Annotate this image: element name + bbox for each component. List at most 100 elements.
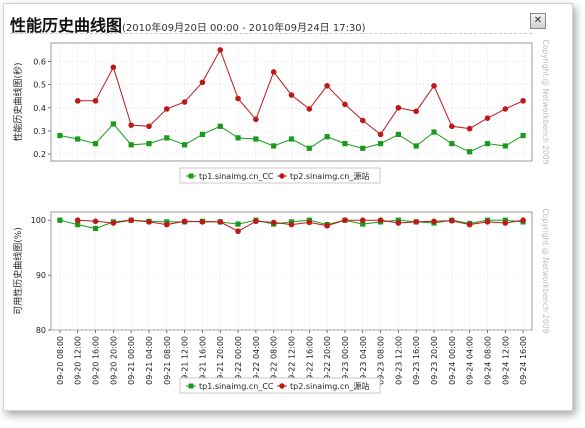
legend-marker: [188, 173, 194, 179]
data-point: [57, 217, 63, 223]
x-tick-label: 09-20 12:00: [74, 336, 83, 385]
x-tick-label: 09-24 12:00: [501, 336, 510, 385]
x-tick-label: 09-21 12:00: [181, 336, 190, 385]
data-point: [128, 122, 134, 128]
data-point: [253, 116, 259, 123]
y-tick-label: 0.4: [33, 104, 46, 113]
data-point: [413, 108, 420, 115]
data-point: [92, 218, 99, 225]
data-point: [413, 143, 419, 149]
data-point: [92, 141, 99, 147]
y-axis-label: 可用性历史曲线图(%): [12, 227, 24, 315]
data-point: [163, 106, 170, 112]
data-point: [163, 221, 170, 228]
data-point: [324, 222, 330, 229]
data-point: [360, 145, 366, 151]
x-tick-label: 09-23 04:00: [359, 336, 368, 385]
x-tick-label: 09-22 04:00: [252, 336, 261, 385]
data-point: [181, 218, 188, 225]
x-tick-label: 09-21 00:00: [127, 336, 136, 385]
data-point: [306, 145, 312, 151]
data-point: [360, 221, 366, 227]
data-point: [217, 47, 224, 53]
data-point: [484, 219, 491, 225]
time-range: (2010年09月20日 00:00 - 2010年09月24日 17:30): [122, 23, 366, 34]
x-tick-label: 09-21 20:00: [216, 336, 225, 385]
x-tick-label: 09-22 20:00: [323, 336, 332, 385]
legend-label: tp2.sinaimg.cn_源站: [290, 171, 369, 181]
data-point: [146, 219, 152, 225]
data-point: [110, 121, 116, 127]
legend-label: tp1.sinaimg.cn_CC: [199, 382, 274, 391]
data-point: [199, 79, 206, 86]
legend-label: tp1.sinaimg.cn_CC: [199, 172, 274, 181]
data-point: [270, 69, 277, 75]
legend-label: tp2.sinaimg.cn_源站: [290, 381, 369, 391]
x-tick-label: 09-20 16:00: [92, 336, 101, 385]
data-point: [217, 219, 224, 225]
data-point: [74, 217, 81, 224]
x-tick-label: 09-21 08:00: [163, 336, 172, 385]
data-point: [92, 98, 99, 104]
x-tick-label: 09-20 20:00: [109, 336, 118, 385]
data-point: [359, 217, 366, 224]
data-point: [181, 99, 188, 105]
data-point: [395, 104, 402, 111]
data-point: [395, 220, 402, 226]
data-point: [520, 132, 526, 139]
data-point: [128, 142, 134, 148]
data-point: [502, 143, 508, 149]
x-tick-label: 09-22 00:00: [234, 336, 243, 385]
data-point: [164, 135, 170, 141]
series-line: [77, 48, 524, 136]
data-point: [306, 219, 313, 226]
data-point: [306, 106, 313, 112]
data-point: [75, 136, 81, 142]
data-point: [449, 217, 455, 224]
data-point: [199, 219, 206, 225]
y-tick-label: 90: [36, 271, 46, 280]
data-point: [235, 135, 241, 141]
data-point: [253, 218, 259, 225]
data-point: [288, 136, 295, 142]
data-point: [342, 217, 348, 224]
data-point: [342, 141, 348, 147]
data-point: [520, 98, 526, 104]
data-point: [449, 141, 455, 147]
data-point: [110, 220, 117, 226]
y-tick-label: 80: [36, 326, 46, 335]
legend-marker: [279, 383, 285, 389]
data-point: [431, 129, 437, 135]
close-button[interactable]: ✕: [530, 13, 546, 29]
data-point: [413, 219, 420, 225]
data-point: [74, 98, 81, 104]
data-point: [377, 131, 384, 138]
x-tick-label: 09-22 12:00: [288, 336, 297, 385]
y-axis-label: 性能历史曲线图(秒): [12, 62, 24, 141]
data-point: [466, 221, 473, 228]
data-point: [377, 141, 384, 147]
data-point: [377, 217, 384, 224]
data-point: [359, 117, 366, 124]
x-tick-label: 09-24 04:00: [466, 336, 475, 385]
data-point: [235, 95, 241, 102]
x-tick-label: 09-22 16:00: [305, 336, 314, 385]
legend-marker: [188, 383, 194, 389]
series-line: [77, 219, 524, 232]
data-point: [110, 64, 117, 71]
y-tick-label: 0.2: [33, 150, 46, 159]
x-tick-label: 09-22 08:00: [270, 336, 279, 385]
data-point: [502, 220, 509, 226]
data-point: [270, 219, 277, 226]
data-point: [395, 131, 401, 137]
data-point: [342, 101, 348, 108]
x-tick-label: 09-24 16:00: [519, 336, 528, 385]
x-tick-label: 09-24 00:00: [448, 336, 457, 385]
data-point: [92, 225, 99, 232]
data-point: [466, 125, 473, 132]
watermark-text: Copyright @ Networkbench 2009: [541, 209, 550, 334]
data-point: [467, 149, 473, 155]
data-point: [484, 141, 491, 147]
data-point: [57, 132, 63, 139]
